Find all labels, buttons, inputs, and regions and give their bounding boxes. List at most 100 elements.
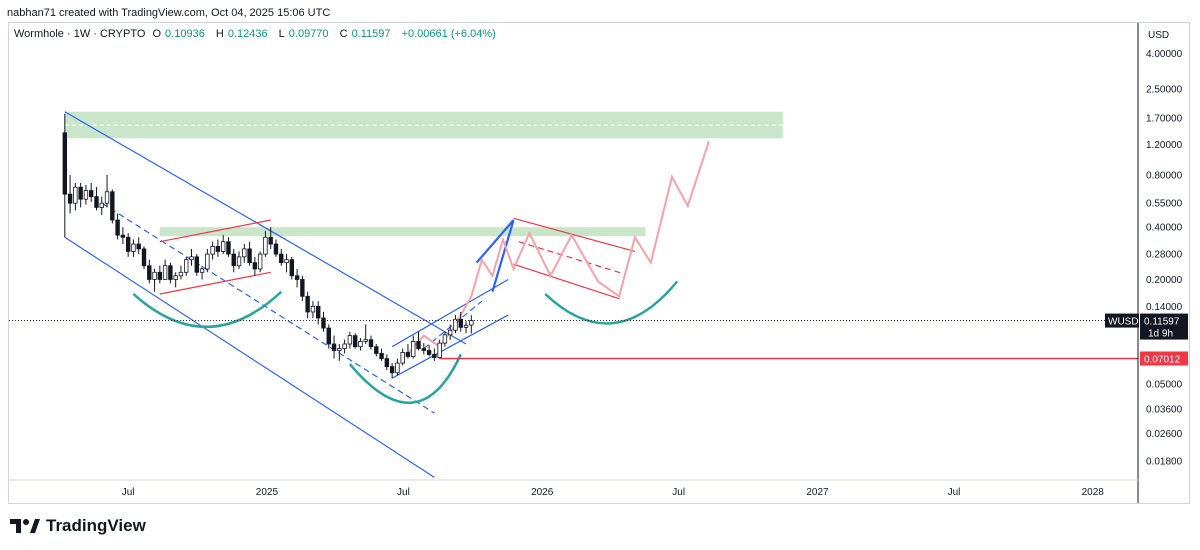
- candle[interactable]: [104, 174, 110, 208]
- candle[interactable]: [268, 227, 273, 249]
- candle[interactable]: [384, 354, 390, 371]
- candle[interactable]: [447, 324, 453, 340]
- candle[interactable]: [62, 113, 68, 238]
- impulse-arrow-1[interactable]: [475, 219, 515, 264]
- candle[interactable]: [463, 321, 469, 334]
- candle[interactable]: [242, 244, 247, 263]
- candle[interactable]: [363, 324, 368, 344]
- candle[interactable]: [337, 343, 342, 361]
- candle[interactable]: [147, 259, 152, 284]
- candle[interactable]: [426, 344, 432, 357]
- candle[interactable]: [257, 251, 263, 273]
- candle[interactable]: [199, 265, 205, 280]
- candle[interactable]: [136, 237, 141, 255]
- candle[interactable]: [247, 241, 252, 266]
- candle[interactable]: [263, 231, 268, 257]
- flag-right-lower[interactable]: [513, 263, 620, 300]
- candle[interactable]: [469, 315, 474, 334]
- support-price-label[interactable]: 0.07012: [1140, 351, 1188, 366]
- candle[interactable]: [279, 248, 284, 266]
- candle[interactable]: [421, 343, 426, 355]
- cup-arc-right[interactable]: [544, 280, 679, 325]
- flag-right-mid[interactable]: [518, 241, 625, 275]
- candle[interactable]: [125, 233, 131, 257]
- candle[interactable]: [152, 268, 157, 292]
- candle[interactable]: [395, 358, 400, 376]
- candle[interactable]: [173, 272, 178, 288]
- candle[interactable]: [453, 314, 458, 334]
- candle[interactable]: [442, 331, 448, 347]
- candle[interactable]: [300, 275, 305, 302]
- candle[interactable]: [252, 256, 258, 276]
- candle[interactable]: [131, 239, 136, 257]
- candle[interactable]: [289, 256, 295, 280]
- candle[interactable]: [220, 235, 226, 255]
- candle[interactable]: [321, 311, 326, 332]
- candle[interactable]: [310, 301, 316, 318]
- flag-right-upper[interactable]: [513, 217, 636, 253]
- candle[interactable]: [168, 262, 173, 284]
- channel-upper-line[interactable]: [64, 111, 467, 345]
- resistance-zone-lower[interactable]: [159, 227, 646, 237]
- candle[interactable]: [110, 189, 115, 224]
- candle[interactable]: [379, 348, 384, 361]
- channel-mid-line[interactable]: [101, 202, 435, 414]
- candle[interactable]: [157, 265, 163, 284]
- candle[interactable]: [89, 182, 94, 202]
- impulse-arrow-2[interactable]: [491, 219, 515, 293]
- candle[interactable]: [94, 187, 99, 211]
- candle[interactable]: [184, 256, 189, 276]
- flag-left-upper[interactable]: [159, 219, 271, 243]
- candle[interactable]: [342, 339, 347, 354]
- candle[interactable]: [305, 291, 310, 318]
- candle[interactable]: [231, 248, 236, 273]
- candle[interactable]: [389, 363, 395, 379]
- legend-symbol[interactable]: Wormhole · 1W · CRYPTO: [14, 28, 146, 40]
- candle[interactable]: [326, 324, 331, 349]
- candle[interactable]: [458, 311, 463, 332]
- candle[interactable]: [67, 174, 73, 214]
- candle[interactable]: [189, 248, 194, 266]
- rising-channel-lower[interactable]: [391, 314, 509, 379]
- candle[interactable]: [437, 339, 442, 359]
- candle[interactable]: [226, 237, 231, 257]
- candle[interactable]: [294, 268, 300, 288]
- candle[interactable]: [352, 333, 358, 349]
- candle[interactable]: [432, 348, 437, 361]
- candle[interactable]: [99, 196, 104, 216]
- candle[interactable]: [141, 246, 147, 269]
- candle[interactable]: [178, 265, 184, 280]
- flag-left-lower[interactable]: [159, 271, 271, 295]
- rising-channel-mid[interactable]: [423, 300, 483, 350]
- cup-arc-left[interactable]: [132, 290, 283, 329]
- candle[interactable]: [210, 241, 215, 260]
- candle[interactable]: [78, 182, 83, 208]
- candle[interactable]: [368, 335, 374, 350]
- candle[interactable]: [73, 182, 78, 211]
- candle[interactable]: [400, 348, 405, 366]
- candle[interactable]: [215, 239, 221, 257]
- candle[interactable]: [115, 213, 120, 240]
- candle[interactable]: [331, 335, 337, 359]
- candle[interactable]: [120, 227, 126, 245]
- candle[interactable]: [416, 331, 421, 351]
- candle[interactable]: [358, 338, 363, 351]
- cup-arc-mid[interactable]: [348, 353, 462, 404]
- rising-channel-upper[interactable]: [391, 278, 509, 348]
- candle[interactable]: [347, 331, 353, 349]
- candle[interactable]: [273, 239, 279, 257]
- candle[interactable]: [405, 343, 411, 359]
- projection-path[interactable]: [407, 140, 710, 355]
- candle[interactable]: [205, 248, 210, 273]
- candle[interactable]: [316, 301, 321, 325]
- candle[interactable]: [236, 251, 242, 269]
- candle[interactable]: [374, 343, 379, 357]
- candle[interactable]: [194, 254, 199, 276]
- candle[interactable]: [411, 335, 416, 359]
- channel-lower-line[interactable]: [64, 236, 435, 478]
- candle[interactable]: [284, 254, 289, 273]
- candle[interactable]: [162, 259, 168, 280]
- candle[interactable]: [83, 185, 89, 205]
